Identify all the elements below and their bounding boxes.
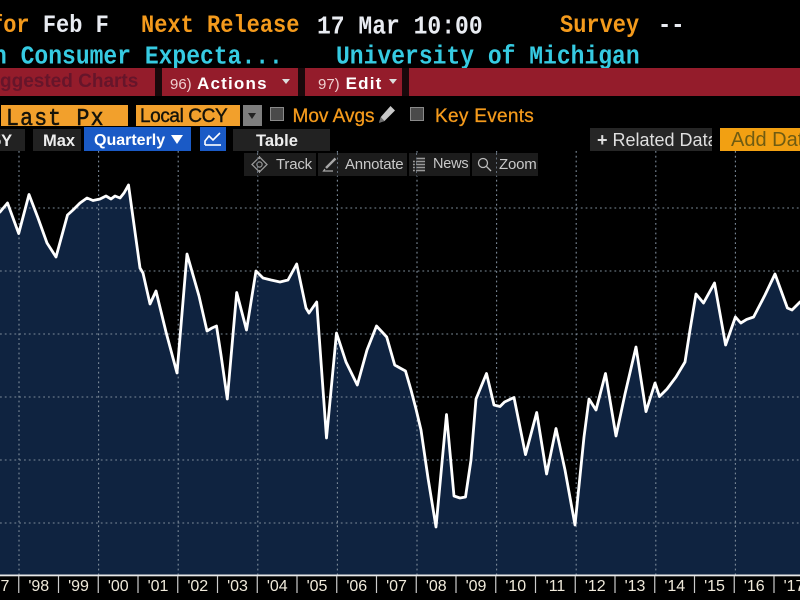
svg-text:'10: '10 — [505, 578, 526, 595]
svg-text:'15: '15 — [704, 578, 725, 595]
svg-text:'98: '98 — [28, 578, 49, 595]
svg-text:'00: '00 — [108, 578, 129, 595]
svg-text:'02: '02 — [187, 578, 208, 595]
svg-text:'17: '17 — [784, 578, 800, 595]
svg-text:'97: '97 — [0, 578, 10, 595]
svg-text:'13: '13 — [625, 578, 646, 595]
svg-text:'04: '04 — [267, 578, 288, 595]
svg-text:'09: '09 — [466, 578, 487, 595]
svg-text:'12: '12 — [585, 578, 606, 595]
svg-text:'16: '16 — [744, 578, 765, 595]
svg-text:'99: '99 — [68, 578, 89, 595]
svg-text:'14: '14 — [664, 578, 685, 595]
svg-text:'03: '03 — [227, 578, 248, 595]
svg-text:'07: '07 — [386, 578, 407, 595]
svg-text:'05: '05 — [307, 578, 328, 595]
svg-text:'01: '01 — [148, 578, 169, 595]
svg-text:'08: '08 — [426, 578, 447, 595]
svg-text:'06: '06 — [346, 578, 367, 595]
svg-text:'11: '11 — [546, 578, 566, 595]
